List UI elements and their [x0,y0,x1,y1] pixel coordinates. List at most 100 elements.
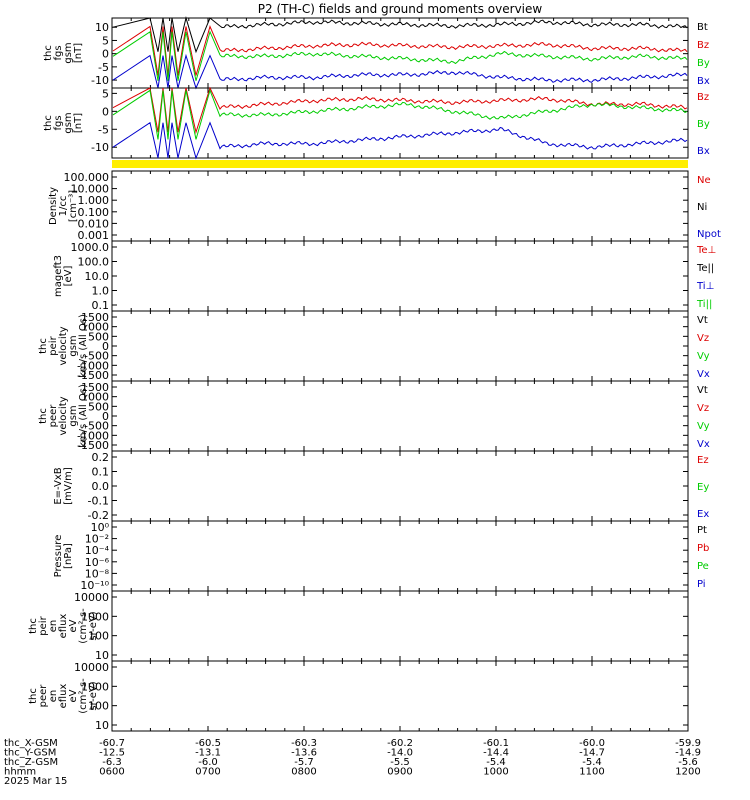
y-tick-label: 10 [95,719,109,732]
series-line-by [112,88,688,140]
quality-flag-bar [112,160,688,168]
y-tick-label: 1500 [81,381,109,394]
y-axis-label: thc [28,688,39,704]
y-tick-label: 10⁻⁸ [85,567,110,580]
footer-value: -6.0 [198,757,218,768]
y-axis-label: en [48,620,59,633]
panel-frame [111,450,689,522]
y-axis-label: mageft3 [53,255,64,297]
y-axis-label: [nT] [73,43,84,63]
footer-value: -13.6 [291,748,317,759]
y-tick-label: -0.2 [88,509,109,522]
legend-ey: Ey [697,482,709,493]
y-tick-label: 10.000 [71,183,110,196]
footer-value: -14.7 [579,748,605,759]
footer-value: 1200 [675,767,700,778]
y-axis-label: km/s (All Qs) [78,384,89,448]
footer-value: -60.5 [195,738,221,749]
legend-by: By [697,58,710,69]
legend-vt: Vt [697,315,708,326]
footer-value: -12.5 [99,748,125,759]
y-tick-label: 0 [102,410,109,423]
footer-value: 0700 [195,767,220,778]
y-tick-label: -1500 [77,439,109,452]
y-axis-label: Density [48,187,59,225]
y-tick-label: 1000 [81,391,109,404]
legend-vy: Vy [697,351,710,362]
y-axis-label: peir [48,335,59,355]
y-tick-label: 0.0 [92,480,110,493]
panel-4: 1000.0 100.010.0 1.00.1 mageft3 [eV] Te⊥ Te|| T… [53,240,716,312]
y-axis-label: peir [38,615,49,635]
panel-frame [111,660,689,732]
legend-pb: Pb [697,543,709,554]
y-tick-label: -10 [91,74,109,87]
y-tick-label: 1.000 [78,194,110,207]
legend-ti: Ti⊥ [696,281,714,292]
y-tick-label: -1000 [77,429,109,442]
legend-by: By [697,119,710,130]
y-tick-label: 0 [102,48,109,61]
y-tick-label: 0 [102,340,109,353]
y-tick-label: 1.0 [92,285,110,298]
panel-2: 5 0 -5 -10 thc fgs gsm [nT] Bz By Bx [43,86,710,160]
y-tick-label: 10.0 [85,270,110,283]
footer-row-label: hhmm [4,767,36,778]
y-axis-label: thc [38,338,49,354]
y-tick-label: 0.1 [92,466,110,479]
y-axis-label: velocity [58,326,69,365]
y-tick-label: 500 [88,400,109,413]
y-axis-label: gsm [68,335,79,356]
y-tick-label: 100 [88,700,109,713]
panel-frame [111,240,689,312]
y-axis-label: thc [28,618,39,634]
y-axis-label: 1/cc [58,196,69,217]
legend-ne: Ne [697,175,711,186]
footer-value: -60.1 [483,738,509,749]
y-tick-label: 0.010 [78,217,110,230]
y-tick-label: -5 [98,123,109,136]
y-axis-label: [nPa] [63,543,74,569]
y-axis-label: peer [48,404,59,428]
y-tick-label: 100.000 [64,171,110,184]
series-line-by [112,30,688,81]
y-tick-label: 1000.0 [71,241,110,254]
legend-pt: Pt [697,525,707,536]
footer-value: -60.2 [387,738,413,749]
y-tick-label: 10⁻⁶ [85,556,110,569]
y-tick-label: 0 [102,105,109,118]
y-tick-label: -1000 [77,359,109,372]
footer-value: -14.0 [387,748,413,759]
legend-te: Te|| [696,263,714,274]
footer-value: 1100 [579,767,604,778]
legend-ni: Ni [697,202,707,213]
y-axis-label: eflux [58,614,69,639]
y-axis-label: thc [43,115,54,131]
y-axis-label: (cm²-s- [78,678,89,714]
y-tick-label: 5 [102,87,109,100]
footer-value: -14.4 [483,748,509,759]
y-tick-label: 0.100 [78,206,110,219]
legend-bz: Bz [697,92,709,103]
legend-ex: Ex [697,509,709,520]
footer-value: -60.7 [99,738,125,749]
legend-pe: Pe [697,561,709,572]
y-tick-label: 0.2 [92,451,110,464]
y-axis-label: sr-eV) [88,681,99,710]
legend-ez: Ez [697,455,709,466]
legend-ti: Ti|| [696,299,712,310]
y-tick-label: 1500 [81,311,109,324]
footer-value: 1000 [483,767,508,778]
y-axis-label: fgs [53,115,64,130]
ephemeris-footer: thc_X-GSM -60.7 -60.5 -60.3 -60.2 -60.1 -60.0-… [4,738,701,787]
footer-value: -5.4 [486,757,506,768]
y-tick-label: -500 [84,420,109,433]
y-tick-label: 5 [102,34,109,47]
footer-value: -59.9 [675,738,701,749]
y-tick-label: 0.001 [78,229,110,242]
series-line-bx [112,53,688,90]
panel-frame [111,170,689,242]
